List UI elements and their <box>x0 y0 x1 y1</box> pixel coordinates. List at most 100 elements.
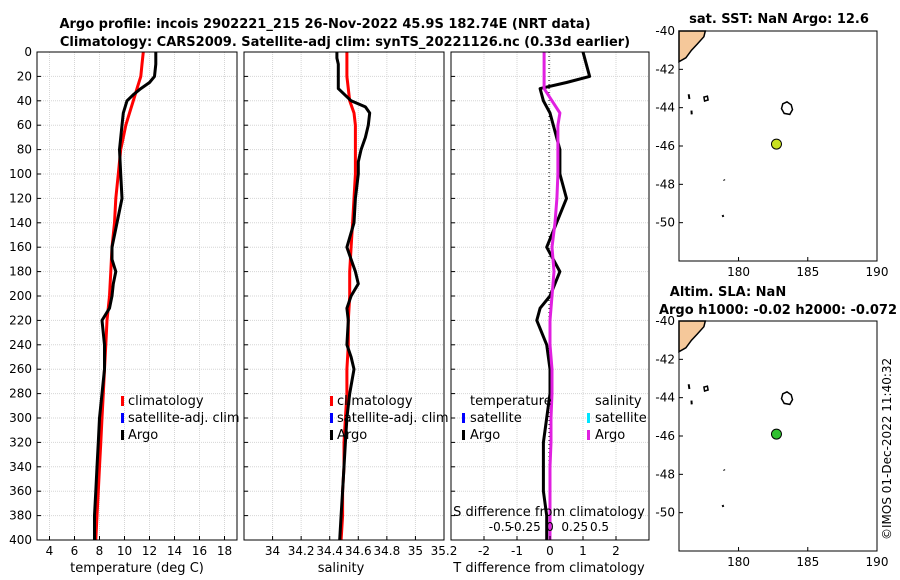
series-line-s-argo <box>542 52 562 540</box>
sst-map-argo-marker <box>770 138 782 150</box>
legend-s-argo-swatch <box>587 430 590 440</box>
islet <box>721 504 725 508</box>
map-y-tick-label: -42 <box>655 352 675 366</box>
x-tick-label: 35.2 <box>431 544 458 558</box>
x-tick-label: 4 <box>46 544 54 558</box>
sst-map-title: sat. SST: NaN Argo: 12.6 <box>689 12 869 27</box>
x-tick-label: 18 <box>217 544 232 558</box>
x-tick-label: 12 <box>142 544 157 558</box>
y-tick-label: 20 <box>17 69 32 83</box>
map-y-tick-label: -46 <box>655 139 675 153</box>
x-tick-label: 2 <box>612 544 620 558</box>
temperature-ticks: 4 6 8 10 12 14 16 18020406080100120140160180200… <box>9 45 232 558</box>
legend-climatology-label: climatology <box>128 394 204 409</box>
legend-t-argo-label: Argo <box>470 428 500 443</box>
islet <box>721 214 725 218</box>
salinity-panel: 34 34.2 34.4 34.6 34.8 35 35.2 salinity climat… <box>243 51 458 576</box>
sla-map-coastline <box>678 320 794 508</box>
sla-map-subtitle: Argo h1000: -0.02 h2000: -0.072 <box>659 303 897 318</box>
difference-panel: -2 -1 0 1 2 -0.5-0.25 0 0.25 0.5 S difference fr… <box>450 51 650 576</box>
x-tick-label: 34.4 <box>316 544 343 558</box>
new-zealand-landmass <box>678 320 707 353</box>
map-x-tick-label: 190 <box>866 555 889 569</box>
legend-t-satellite-swatch <box>462 413 465 423</box>
temperature-legend: climatology satellite-adj. clim Argo <box>121 394 240 443</box>
y-tick-label: 340 <box>9 460 32 474</box>
chatham-island-outline <box>780 101 794 116</box>
s-diff-tick-label: 0.25 <box>561 520 588 534</box>
y-tick-label: 280 <box>9 387 32 401</box>
small-island-outline <box>703 95 709 102</box>
new-zealand-landmass <box>678 30 707 63</box>
y-tick-label: 200 <box>9 289 32 303</box>
y-tick-label: 220 <box>9 313 32 327</box>
map-x-tick-label: 185 <box>796 265 819 279</box>
x-tick-label: 35 <box>408 544 423 558</box>
legend-climatology-swatch <box>330 396 333 406</box>
y-tick-label: 60 <box>17 118 32 132</box>
legend-temperature-title: temperature <box>470 394 552 409</box>
s-diff-tick-label: -0.25 <box>510 520 541 534</box>
sla-map-title: Altim. SLA: NaN <box>670 285 786 300</box>
small-island-outline <box>703 385 709 392</box>
y-tick-label: 320 <box>9 435 32 449</box>
x-tick-label: 10 <box>117 544 132 558</box>
difference-series <box>535 51 592 540</box>
x-tick-label: 6 <box>71 544 79 558</box>
map-y-tick-label: -44 <box>655 101 675 115</box>
map-x-tick-label: 180 <box>727 555 750 569</box>
s-diff-tick-label: 0 <box>546 520 554 534</box>
y-tick-label: 120 <box>9 191 32 205</box>
sst-map-ticks: 180 185 190 -40 -42 -44 -46 -48 -50 <box>655 24 888 279</box>
legend-salinity-title: salinity <box>595 394 642 409</box>
y-tick-label: 300 <box>9 411 32 425</box>
x-tick-label: -1 <box>511 544 523 558</box>
legend-satellite-adj-label: satellite-adj. clim <box>337 411 449 426</box>
legend-argo-swatch <box>330 430 333 440</box>
temperature-grid <box>37 52 237 540</box>
legend-satellite-adj-label: satellite-adj. clim <box>128 411 240 426</box>
map-y-tick-label: -48 <box>655 467 675 481</box>
legend-t-argo-swatch <box>462 430 465 440</box>
islet <box>687 384 691 390</box>
y-tick-label: 260 <box>9 362 32 376</box>
islet <box>687 94 691 100</box>
y-tick-label: 360 <box>9 484 32 498</box>
sla-map-ticks: 180 185 190 -40 -42 -44 -46 -48 -50 <box>655 314 888 569</box>
legend-satellite-adj-swatch <box>121 413 124 423</box>
map-x-tick-label: 190 <box>866 265 889 279</box>
map-y-tick-label: -50 <box>655 506 675 520</box>
chatham-island-outline <box>780 391 794 406</box>
difference-ticks: -2 -1 0 1 2 -0.5-0.25 0 0.25 0.5 <box>451 51 620 558</box>
temperature-xlabel: temperature (deg C) <box>70 561 204 576</box>
salinity-xlabel: salinity <box>318 561 365 576</box>
map-y-tick-label: -46 <box>655 429 675 443</box>
x-tick-label: 14 <box>167 544 182 558</box>
legend-argo-label: Argo <box>337 428 367 443</box>
legend-t-satellite-label: satellite <box>470 411 522 426</box>
map-x-tick-label: 185 <box>796 555 819 569</box>
y-tick-label: 160 <box>9 240 32 254</box>
sst-map-panel: sat. SST: NaN Argo: 12.6 180 185 190 -40 -42… <box>655 12 888 279</box>
x-tick-label: 34.2 <box>288 544 315 558</box>
legend-argo-label: Argo <box>128 428 158 443</box>
temperature-panel: 4 6 8 10 12 14 16 18020406080100120140160180200… <box>9 45 240 576</box>
x-tick-label: 8 <box>96 544 104 558</box>
legend-climatology-label: climatology <box>337 394 413 409</box>
salinity-series <box>335 52 372 541</box>
y-tick-label: 400 <box>9 533 32 547</box>
series-line-argo <box>335 52 372 541</box>
legend-s-satellite-label: satellite <box>595 411 647 426</box>
argo-position-marker <box>770 428 782 440</box>
y-tick-label: 40 <box>17 94 32 108</box>
y-tick-label: 80 <box>17 143 32 157</box>
difference-legend: temperature satellite Argo salinity sate… <box>462 394 647 443</box>
legend-argo-swatch <box>121 430 124 440</box>
series-line-argo <box>93 52 158 540</box>
y-tick-label: 140 <box>9 216 32 230</box>
map-y-tick-label: -42 <box>655 62 675 76</box>
map-y-tick-label: -44 <box>655 391 675 405</box>
figure-title-line1: Argo profile: incois 2902221_215 26-Nov-… <box>59 17 590 32</box>
y-tick-label: 380 <box>9 509 32 523</box>
sla-map-argo-marker <box>770 428 782 440</box>
